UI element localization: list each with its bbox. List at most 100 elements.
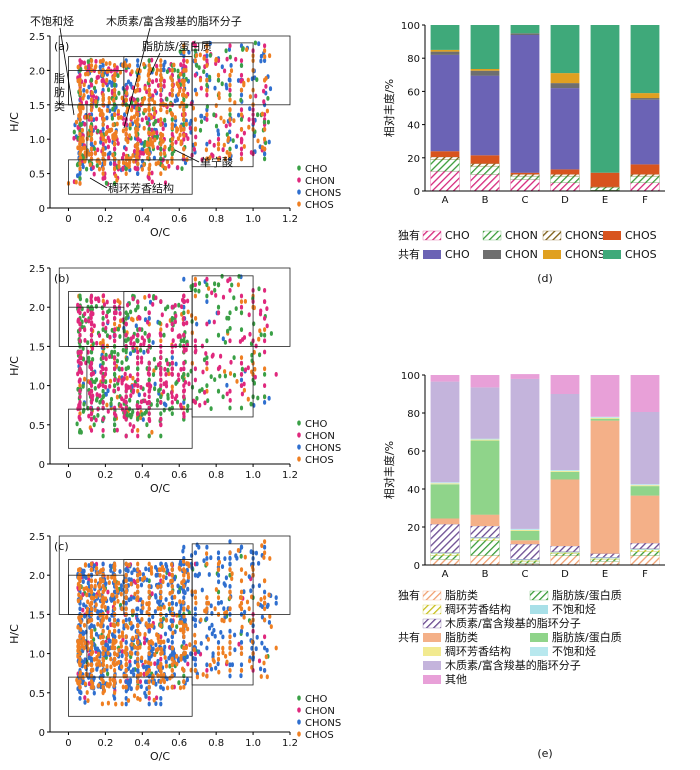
point-chos — [116, 621, 120, 627]
point-chos — [147, 651, 151, 656]
point-chon — [83, 327, 87, 333]
bar-segment-共有-脂肪族/蛋白质 — [630, 486, 660, 496]
point-chons — [164, 575, 168, 581]
point-cho — [96, 413, 100, 418]
bar-segment-共有-脂肪族/蛋白质 — [470, 440, 500, 515]
point-chon — [239, 360, 244, 366]
point-chos — [89, 640, 94, 645]
point-cho — [195, 63, 199, 68]
point-cho — [206, 398, 210, 403]
point-chon — [173, 303, 177, 308]
point-chons — [132, 567, 136, 573]
point-chons — [83, 700, 87, 705]
point-cho — [220, 81, 224, 87]
point-chon — [89, 394, 94, 400]
point-cho — [109, 396, 114, 402]
bar-segment-独有-不饱和烃 — [430, 552, 460, 554]
point-chos — [113, 577, 117, 582]
point-chons — [159, 561, 163, 567]
point-chon — [159, 634, 163, 640]
point-chon — [120, 380, 124, 386]
point-chos — [260, 111, 264, 117]
scatter-points — [75, 273, 278, 439]
point-chos — [93, 583, 97, 589]
point-cho — [128, 397, 132, 403]
point-chos — [138, 697, 142, 702]
point-chos — [179, 141, 183, 147]
point-chons — [107, 638, 111, 644]
point-chon — [146, 349, 150, 354]
point-chons — [257, 41, 261, 47]
point-chos — [101, 589, 105, 595]
point-chons — [174, 361, 178, 367]
point-chon — [170, 360, 174, 366]
point-chos — [195, 674, 199, 680]
x-tick-label: F — [642, 195, 648, 206]
point-chon — [124, 394, 128, 400]
point-chos — [182, 112, 186, 117]
point-chon — [224, 123, 228, 129]
point-chon — [133, 165, 137, 171]
point-chon — [248, 331, 252, 337]
point-chon — [140, 359, 144, 365]
bar-segment-共有-稠环芳香结构 — [470, 439, 500, 441]
point-chos — [84, 114, 88, 120]
bar-segment-独有-不饱和烃 — [470, 537, 500, 539]
point-chos — [89, 124, 93, 130]
point-chos — [131, 153, 135, 158]
x-tick-label: 1.0 — [245, 214, 261, 225]
point-chons — [152, 155, 156, 161]
point-chos — [85, 690, 89, 695]
point-chos — [128, 159, 132, 165]
point-chons — [109, 596, 113, 602]
point-chos — [236, 282, 240, 288]
point-chons — [147, 628, 151, 634]
point-chos — [89, 628, 94, 634]
region-label: 单宁酸 — [200, 155, 233, 169]
bar-segment-共有-CHOS — [430, 25, 460, 50]
point-chos — [170, 673, 174, 679]
point-chon — [81, 607, 85, 613]
point-chon — [94, 417, 98, 423]
point-chos — [193, 595, 197, 600]
point-cho — [266, 96, 270, 101]
point-cho — [216, 332, 221, 338]
point-chon — [124, 433, 128, 439]
point-chon — [171, 338, 175, 343]
point-chos — [205, 673, 209, 679]
point-chon — [177, 78, 181, 84]
point-chons — [200, 587, 204, 593]
point-chon — [146, 319, 150, 325]
point-chons — [130, 570, 134, 576]
point-chon — [132, 382, 137, 388]
point-chos — [216, 561, 221, 567]
point-cho — [82, 407, 86, 413]
point-chos — [124, 662, 128, 668]
point-chons — [81, 579, 85, 584]
point-chos — [93, 65, 97, 70]
point-chons — [234, 144, 238, 150]
point-chon — [243, 367, 248, 373]
point-chos — [159, 87, 163, 93]
point-chos — [170, 662, 174, 668]
y-tick-label: 2.5 — [29, 264, 45, 275]
point-chon — [159, 370, 163, 376]
point-chon — [253, 374, 257, 380]
point-chon — [200, 343, 204, 349]
point-chons — [154, 642, 158, 648]
point-chons — [210, 631, 214, 637]
point-chos — [89, 146, 94, 152]
point-chos — [113, 561, 117, 567]
point-chon — [170, 321, 174, 327]
point-cho — [202, 357, 207, 363]
point-chon — [154, 295, 158, 301]
point-chons — [263, 544, 267, 550]
point-chos — [136, 578, 140, 584]
point-chons — [209, 555, 213, 561]
point-chos — [184, 623, 188, 628]
point-chons — [126, 79, 131, 85]
bar-segment-独有-木质素/富含羧基的脂环分子 — [630, 542, 660, 549]
point-chon — [100, 365, 104, 370]
legend-swatch — [603, 231, 621, 240]
point-chos — [115, 394, 119, 400]
